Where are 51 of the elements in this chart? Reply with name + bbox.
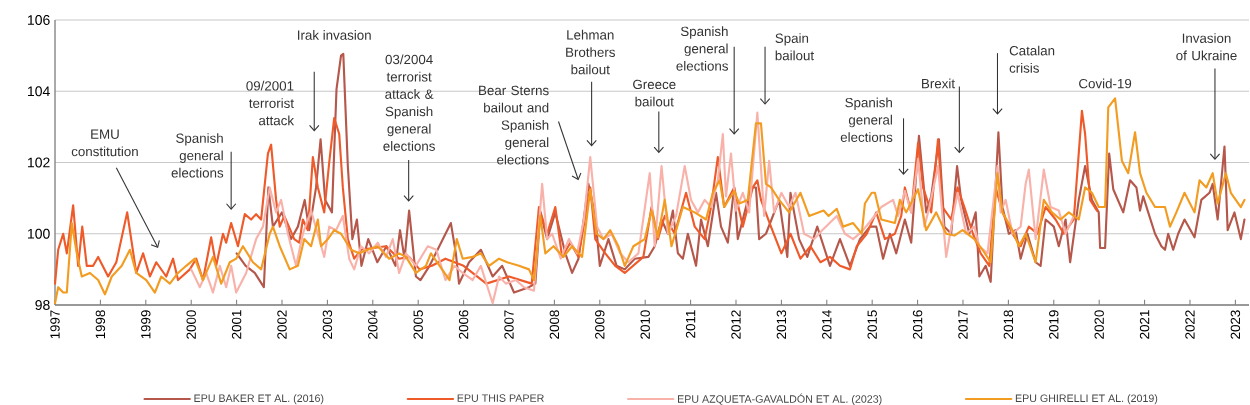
annotation: Invasion of Ukraine	[1176, 33, 1237, 61]
x-tick-label: 2016	[912, 310, 923, 339]
x-tick-label: 2008	[549, 310, 560, 339]
x-tick-label: 2009	[595, 310, 605, 339]
x-tick-label: 2019	[1049, 310, 1059, 339]
annotation: Spanish general elections	[840, 97, 893, 142]
y-tick-label: 102	[28, 157, 50, 168]
annotation: Spain bailout	[775, 33, 815, 61]
x-tick-label: 2010	[640, 310, 650, 339]
annotation: Irak invasion	[298, 30, 371, 40]
x-tick-label: 2023	[1230, 310, 1241, 339]
x-tick-label: 2013	[776, 310, 787, 339]
x-tick-label: 2015	[867, 310, 877, 339]
legend-label: EPU AZQUETA-GAVALDÓN ET AL. (2023)	[678, 393, 882, 405]
x-tick-label: 2006	[458, 310, 469, 339]
annotation: Bear Sterns bailout and Spanish general elections	[479, 85, 549, 165]
annotation: EMU constitution	[71, 129, 138, 157]
annotation: Catalan crisis	[1009, 45, 1055, 73]
y-tick-label: 100	[28, 228, 50, 239]
y-tick-label: 98	[35, 300, 50, 310]
x-tick-label: 2002	[277, 310, 287, 339]
x-tick-label: 2001	[231, 310, 242, 339]
x-tick-label: 2011	[685, 310, 696, 338]
legend-label: EPU THIS PAPER	[457, 394, 544, 402]
x-tick-label: 2020	[1094, 310, 1104, 339]
annotation: Lehman Brothers bailout	[566, 29, 615, 75]
y-tick-label: 104	[28, 86, 50, 97]
x-tick-label: 2007	[504, 310, 514, 339]
x-tick-label: 1997	[50, 310, 60, 339]
x-tick-label: 2012	[731, 310, 741, 339]
x-tick-label: 2005	[413, 310, 423, 339]
annotation: Covid-19	[1079, 78, 1132, 89]
legend-label: EPU GHIRELLI ET AL. (2019)	[1015, 394, 1158, 405]
annotation: Brexit	[922, 78, 955, 89]
annotation: 09/2001 terrorist attack	[246, 80, 295, 126]
x-tick-label: 2021	[1139, 310, 1150, 339]
annotation: Greece bailout	[633, 79, 676, 107]
x-tick-label: 1998	[95, 310, 106, 339]
annotation: 03/2004 terrorist attack & Spanish general elections	[383, 54, 435, 151]
y-tick-label: 106	[28, 15, 50, 25]
x-tick-label: 2022	[1185, 310, 1195, 339]
x-tick-label: 2014	[822, 310, 832, 339]
x-tick-label: 1999	[141, 310, 151, 339]
x-tick-label: 2017	[958, 310, 968, 339]
x-tick-label: 2018	[1003, 310, 1014, 339]
x-tick-label: 2003	[322, 310, 333, 339]
legend-label: EPU BAKER ET AL. (2016)	[194, 394, 324, 405]
x-tick-label: 2000	[186, 310, 196, 339]
annotation: Spanish general elections	[171, 133, 224, 178]
annotation: Spanish general elections	[676, 26, 728, 71]
x-tick-label: 2004	[368, 310, 378, 339]
